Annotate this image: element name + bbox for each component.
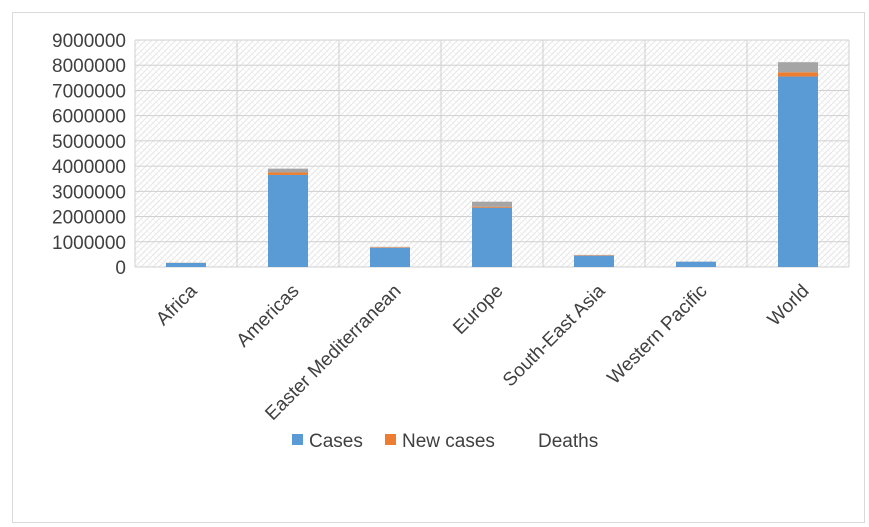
y-tick-label: 0 (115, 258, 126, 279)
legend: Cases New cases Deaths (292, 431, 598, 452)
y-axis-tick-labels: 0 1000000 2000000 3000000 4000000 5000000 6000… (52, 31, 126, 279)
legend-swatch (292, 434, 303, 445)
y-tick-label: 5000000 (52, 132, 126, 153)
bar-segment (268, 168, 308, 173)
y-tick-label: 3000000 (52, 182, 126, 203)
legend-label: Cases (309, 431, 363, 452)
bar-segment (778, 76, 818, 267)
bar-segment (472, 201, 512, 207)
y-tick-label: 4000000 (52, 157, 126, 178)
y-tick-label: 8000000 (52, 56, 126, 77)
y-tick-label: 7000000 (52, 81, 126, 102)
x-tick-label: Africa (152, 280, 201, 329)
y-tick-label: 9000000 (52, 31, 126, 52)
bar-segment (370, 246, 410, 248)
x-tick-label: Americas (233, 281, 304, 352)
bar-segment (676, 261, 716, 267)
bar-segment (370, 247, 410, 248)
bar-segment (268, 174, 308, 267)
x-tick-label: South-East Asia (499, 280, 610, 391)
bar-segment (778, 62, 818, 73)
gridlines (134, 39, 850, 268)
bar-segment (370, 247, 410, 267)
y-tick-label: 2000000 (52, 208, 126, 229)
legend-label: Deaths (538, 431, 598, 452)
x-tick-label: World (764, 281, 814, 331)
bar-segment (268, 172, 308, 175)
legend-swatch (385, 434, 396, 445)
bar-segment (778, 72, 818, 77)
legend-label: New cases (402, 431, 495, 452)
y-tick-label: 6000000 (52, 107, 126, 128)
bar-segment (166, 262, 206, 267)
y-tick-label: 1000000 (52, 233, 126, 254)
bar-segment (574, 255, 614, 267)
x-tick-label: Europe (449, 281, 507, 339)
bar-segment (472, 207, 512, 267)
bar-segment (472, 206, 512, 208)
bar-segment (574, 255, 614, 256)
x-tick-label: Western Pacific (604, 281, 712, 389)
bars (166, 62, 818, 267)
